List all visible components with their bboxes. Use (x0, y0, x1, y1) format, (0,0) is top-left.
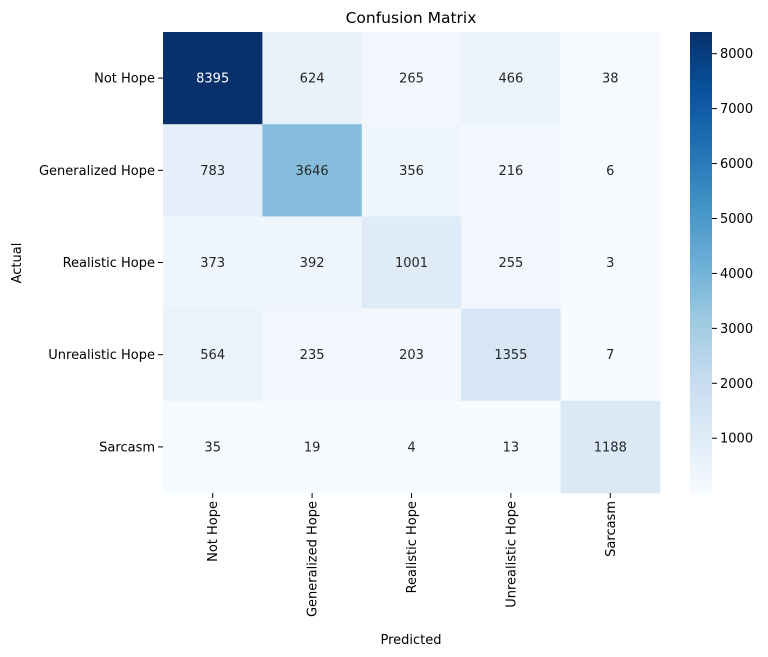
heatmap-cell (262, 124, 363, 217)
y-axis-ticks: Not Hope Generalized Hope Realistic Hope Un… (39, 72, 163, 455)
colorbar (690, 32, 712, 493)
x-tick-label: Unrealistic Hope (504, 501, 519, 608)
heatmap-cell (163, 308, 263, 402)
cell-value-label: 4 (407, 440, 415, 455)
cell-value-label: 8395 (196, 72, 229, 87)
x-tick-label: Generalized Hope (306, 501, 321, 617)
heatmap-cell (560, 32, 661, 125)
cell-value-label: 564 (200, 348, 225, 363)
y-tick-label: Unrealistic Hope (48, 348, 155, 363)
cell-value-label: 392 (300, 256, 325, 271)
x-tick-label: Sarcasm (604, 501, 619, 557)
colorbar-tick-label: 3000 (720, 322, 753, 337)
cell-value-label: 373 (200, 256, 225, 271)
cell-value-label: 203 (399, 348, 424, 363)
heatmap-cell (461, 124, 562, 217)
heatmap-cell (461, 216, 562, 310)
heatmap-cell (262, 216, 363, 310)
cell-value-label: 255 (498, 256, 523, 271)
x-tick-label: Realistic Hope (405, 501, 420, 593)
heatmap-cell (560, 124, 661, 217)
cell-value-label: 35 (204, 440, 221, 455)
heatmap-cell (361, 124, 462, 217)
y-tick-label: Not Hope (94, 72, 155, 87)
cell-value-label: 19 (304, 440, 321, 455)
chart-title: Confusion Matrix (346, 9, 477, 27)
colorbar-tick-label: 5000 (720, 212, 753, 227)
heatmap-cells: 8395 624 265 466 38 783 3646 356 216 6 373 392 1001 2… (163, 32, 661, 494)
cell-value-label: 3 (606, 256, 614, 271)
colorbar-tick-label: 8000 (720, 47, 753, 62)
heatmap-cell (461, 400, 562, 494)
x-axis-ticks: Not Hope Generalized Hope Realistic Hope Un… (206, 493, 619, 617)
heatmap-cell (163, 32, 263, 125)
cell-value-label: 624 (300, 72, 325, 87)
y-axis-label: Actual (10, 243, 25, 284)
cell-value-label: 38 (602, 72, 619, 87)
cell-value-label: 3646 (296, 164, 329, 179)
x-tick-label: Not Hope (206, 501, 221, 562)
heatmap-cell (262, 32, 363, 125)
cell-value-label: 7 (606, 348, 614, 363)
cell-value-label: 466 (498, 72, 523, 87)
heatmap-cell (560, 216, 661, 310)
colorbar-tick-label: 1000 (720, 432, 753, 447)
colorbar-tick-label: 4000 (720, 267, 753, 282)
cell-value-label: 1355 (494, 348, 527, 363)
heatmap-cell (262, 400, 363, 494)
heatmap-cell (361, 400, 462, 494)
cell-value-label: 356 (399, 164, 424, 179)
heatmap-cell (262, 308, 363, 402)
x-axis-label: Predicted (380, 633, 441, 648)
colorbar-ticks: 1000 2000 3000 4000 5000 6000 7000 8000 (712, 47, 753, 447)
heatmap-cell (461, 32, 562, 125)
heatmap-cell (461, 308, 562, 402)
cell-value-label: 235 (300, 348, 325, 363)
heatmap-cell (361, 216, 462, 310)
cell-value-label: 1188 (594, 440, 627, 455)
y-tick-label: Generalized Hope (39, 164, 155, 179)
y-tick-label: Sarcasm (99, 440, 155, 455)
colorbar-tick-label: 6000 (720, 157, 753, 172)
cell-value-label: 265 (399, 72, 424, 87)
heatmap-cell (361, 308, 462, 402)
heatmap-cell (560, 308, 661, 402)
heatmap-cell (560, 400, 661, 494)
colorbar-tick-label: 2000 (720, 377, 753, 392)
cell-value-label: 783 (200, 164, 225, 179)
colorbar-tick-label: 7000 (720, 102, 753, 117)
heatmap-cell (361, 32, 462, 125)
cell-value-label: 6 (606, 164, 614, 179)
cell-value-label: 13 (503, 440, 520, 455)
cell-value-label: 1001 (395, 256, 428, 271)
cell-value-label: 216 (498, 164, 523, 179)
y-tick-label: Realistic Hope (63, 256, 155, 271)
heatmap-cell (163, 216, 263, 310)
heatmap-cell (163, 124, 263, 217)
heatmap-cell (163, 400, 263, 494)
